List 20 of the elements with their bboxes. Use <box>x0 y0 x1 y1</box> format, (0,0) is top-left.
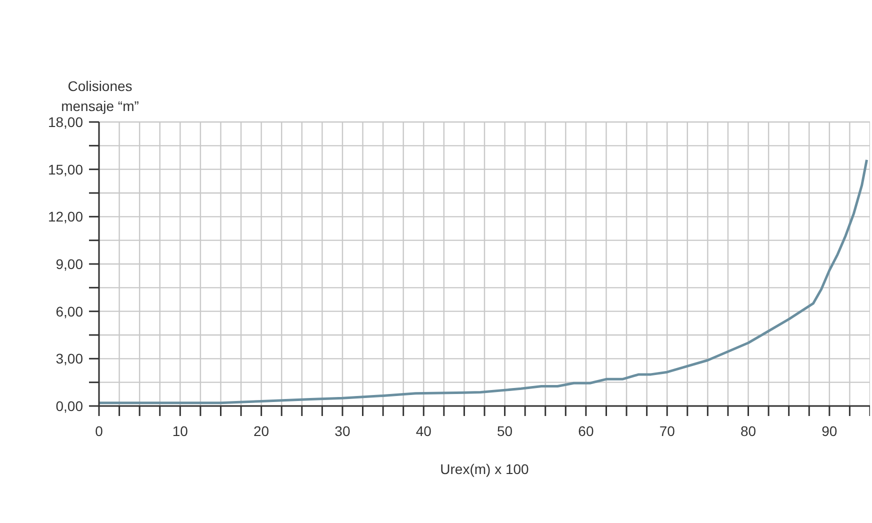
x-tick-label: 90 <box>822 422 838 439</box>
x-tick-label: 70 <box>659 422 676 439</box>
y-tick-label: 12,00 <box>48 208 84 225</box>
line-series <box>99 158 868 404</box>
x-tick-label: 0 <box>95 422 104 439</box>
y-tick-label: 9,00 <box>56 256 84 272</box>
x-tick-label: 30 <box>334 422 350 439</box>
y-tick-label: 18,00 <box>48 114 84 130</box>
y-tick-label: 15,00 <box>48 161 84 178</box>
x-tick-label: 80 <box>740 422 756 439</box>
x-tick-label: 60 <box>578 422 594 439</box>
x-axis-title: Urex(m) x 100 <box>440 461 530 477</box>
y-tick-label: 3,00 <box>56 350 84 367</box>
x-tick-label: 40 <box>416 422 432 439</box>
x-tick-label: 50 <box>497 422 513 439</box>
y-tick-label: 6,00 <box>56 303 84 320</box>
y-axis-title: Colisiones mensaje “m” <box>60 77 140 116</box>
x-tick-label: 10 <box>172 422 188 439</box>
x-tick-label: 20 <box>254 422 270 439</box>
y-tick-label: 0,00 <box>56 398 84 414</box>
